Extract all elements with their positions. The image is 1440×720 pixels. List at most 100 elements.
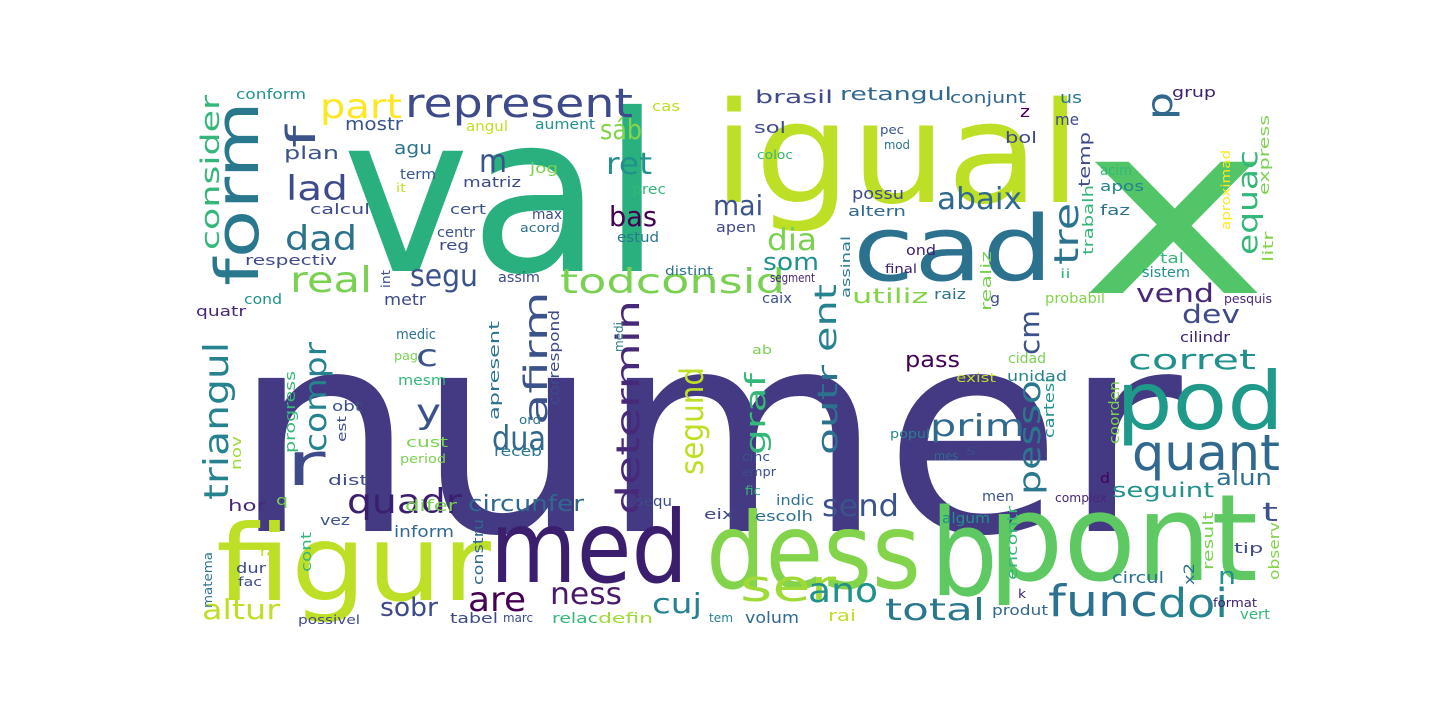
word-cloud-word: acord <box>520 221 560 235</box>
word-cloud-word: circunfer <box>468 492 585 517</box>
word-cloud-word: mai <box>713 189 764 222</box>
word-cloud-word: z <box>1020 102 1031 121</box>
word-cloud-word: max <box>532 207 562 223</box>
word-cloud-word: ser <box>740 561 837 612</box>
word-cloud-word: altur <box>202 593 281 626</box>
word-cloud-word: circul <box>1112 568 1164 587</box>
word-cloud-word: c <box>416 339 438 374</box>
word-cloud-word: complex <box>1055 491 1107 505</box>
word-cloud-word: popul <box>890 427 930 441</box>
word-cloud-word: vend <box>1136 279 1215 309</box>
word-cloud-word: prec <box>632 182 666 198</box>
word-cloud-word: cm <box>1013 309 1046 355</box>
word-cloud-word: func <box>1048 576 1158 627</box>
word-cloud-word: utiliz <box>852 284 929 308</box>
word-cloud-word: reg <box>439 238 469 254</box>
word-cloud-word: cert <box>450 202 486 218</box>
word-cloud-word: ord <box>519 413 541 427</box>
word-cloud-word: tabel <box>450 611 498 627</box>
word-cloud-word: distint <box>665 264 714 278</box>
word-cloud-word: ond <box>906 243 936 259</box>
word-cloud-word: receb <box>494 444 542 460</box>
word-cloud-word: cond <box>244 292 283 308</box>
word-cloud-word: calcul <box>310 202 370 218</box>
word-cloud-word: plan <box>284 143 340 164</box>
word-cloud-word: t <box>1262 498 1278 528</box>
word-cloud-word: seguint <box>1112 478 1214 502</box>
word-cloud-word: bol <box>1005 128 1038 147</box>
word-cloud-word: part <box>320 87 403 127</box>
word-cloud-word: volum <box>745 608 799 627</box>
word-cloud-word: algum <box>942 511 990 527</box>
word-cloud-word: inform <box>394 522 454 541</box>
word-cloud-word: dua <box>492 419 546 459</box>
word-cloud-word: todconsid <box>560 262 785 302</box>
word-cloud-word: matema <box>201 551 215 608</box>
word-cloud-word: sobr <box>380 593 439 623</box>
word-cloud-word: temp <box>1075 131 1094 187</box>
word-cloud-word: som <box>763 248 819 276</box>
word-cloud-word: m <box>479 142 507 180</box>
word-cloud-word: aument <box>535 117 596 133</box>
word-cloud-word: outr <box>811 364 844 455</box>
word-cloud-word: agu <box>394 138 433 159</box>
word-cloud-word: bas <box>609 200 657 233</box>
word-cloud-word: dev <box>1182 300 1240 330</box>
word-cloud-word: caix <box>762 291 792 307</box>
word-cloud-word: sáb <box>600 113 643 146</box>
word-cloud-word: defin <box>598 611 653 627</box>
word-cloud-word: cont <box>299 532 315 572</box>
word-cloud-word: relac <box>552 611 599 627</box>
word-cloud-word: are <box>468 580 527 620</box>
word-cloud-word: quatr <box>196 304 246 320</box>
word-cloud-word: trabalh <box>1081 185 1097 255</box>
word-cloud-word: cust <box>406 435 449 451</box>
word-cloud-word: cinc <box>742 450 771 464</box>
word-cloud-word: rai <box>828 606 856 625</box>
word-cloud-word: men <box>982 489 1014 505</box>
word-cloud-word: x <box>1080 70 1269 350</box>
word-cloud-word: numer <box>232 272 1182 598</box>
word-cloud-word: est <box>335 416 349 442</box>
word-cloud-word: possu <box>852 184 905 203</box>
word-cloud-word: igual <box>713 73 1082 236</box>
word-cloud-word: x2 <box>1182 562 1198 585</box>
word-cloud-word: b <box>930 485 999 624</box>
word-cloud-word: ra <box>260 545 276 559</box>
word-cloud-word: possivel <box>298 613 360 627</box>
word-cloud-word: dur <box>236 561 267 577</box>
word-cloud-word: sistem <box>1142 265 1191 281</box>
word-cloud-word: centr <box>437 225 476 241</box>
word-cloud-word: conjunt <box>950 88 1026 107</box>
word-cloud-word: vez <box>320 513 350 529</box>
word-cloud-word: conform <box>236 87 306 103</box>
word-cloud-word: coorden <box>1107 380 1123 444</box>
word-cloud-word: jog <box>530 161 559 177</box>
word-cloud-word: result <box>1201 512 1217 570</box>
word-cloud-word: marc <box>503 611 534 625</box>
word-cloud-word: fac <box>238 575 263 589</box>
word-cloud-word: apos <box>1100 179 1144 195</box>
word-cloud-word: ent <box>809 284 844 352</box>
word-cloud-word: final <box>885 262 917 276</box>
word-cloud-word: pesquis <box>1224 292 1272 306</box>
word-cloud-word: med <box>490 489 688 606</box>
word-cloud-word: unidad <box>1007 369 1067 385</box>
word-cloud-word: escolh <box>755 509 814 525</box>
word-cloud-word: dia <box>767 223 818 258</box>
word-cloud-word: pec <box>880 123 905 137</box>
word-cloud-word: estud <box>617 230 660 246</box>
word-cloud-word: compr <box>299 342 334 452</box>
word-cloud-word: segment <box>770 271 816 285</box>
word-cloud-word: nov <box>229 436 245 470</box>
word-cloud-word: k <box>1018 587 1027 601</box>
word-cloud-word: mod <box>884 138 910 152</box>
word-cloud-word: me <box>1055 110 1079 129</box>
word-cloud-word: segund <box>673 366 711 475</box>
word-cloud-word: real <box>290 260 373 301</box>
word-cloud-word: send <box>822 489 899 524</box>
word-cloud-word: empr <box>742 465 776 479</box>
word-cloud-word: ano <box>808 571 879 611</box>
word-cloud-word: term <box>400 167 437 183</box>
word-cloud-word: ab <box>752 343 773 357</box>
